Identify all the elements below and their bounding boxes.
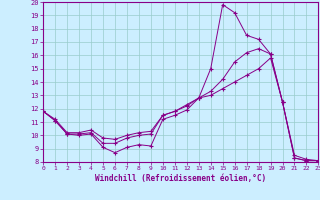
X-axis label: Windchill (Refroidissement éolien,°C): Windchill (Refroidissement éolien,°C) <box>95 174 266 183</box>
